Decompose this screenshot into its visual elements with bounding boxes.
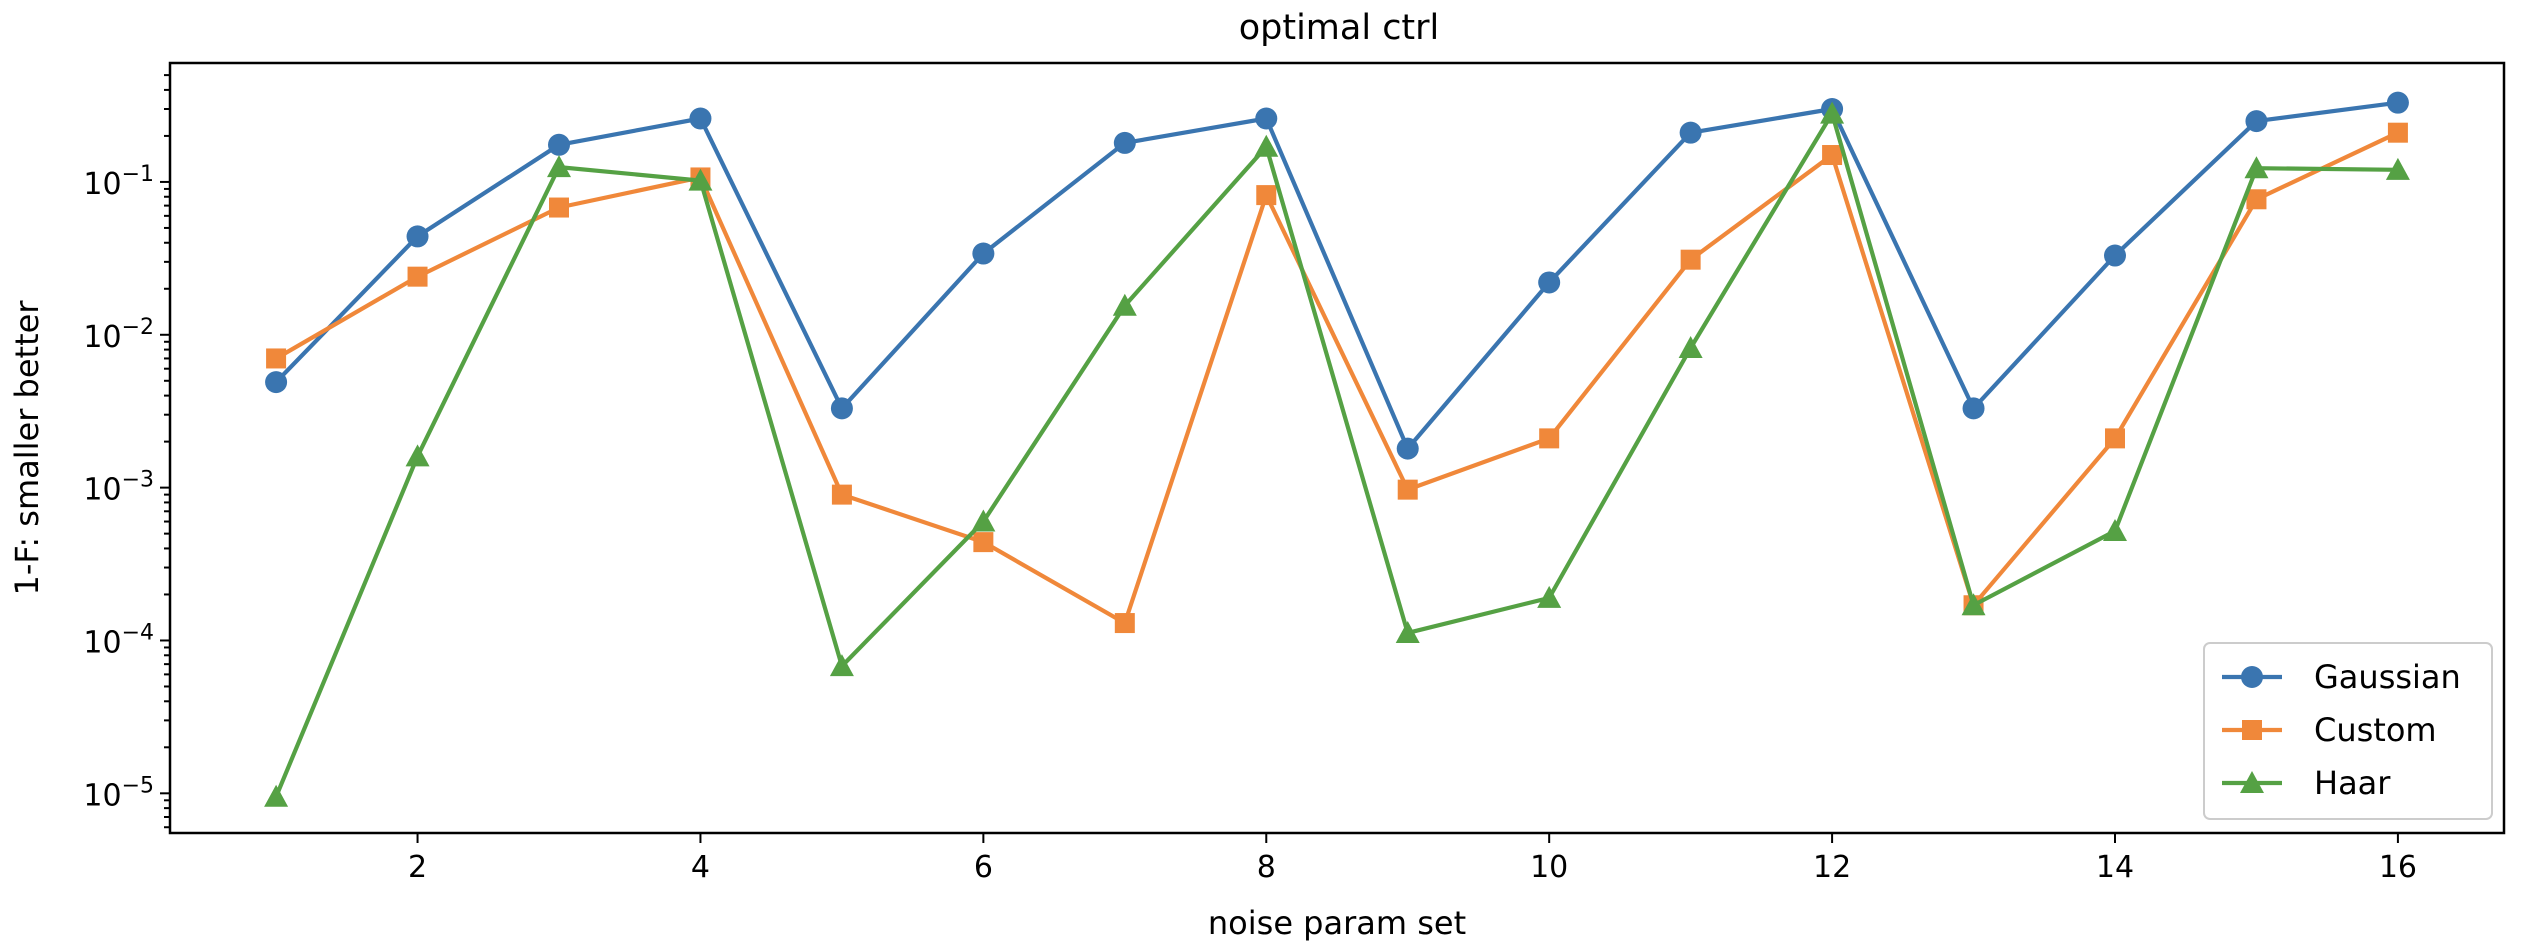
data-point-gaussian-13 — [1962, 397, 1985, 420]
data-point-gaussian-15 — [2245, 110, 2268, 133]
legend-marker — [2240, 771, 2264, 793]
legend-label: Custom — [2314, 711, 2437, 749]
x-axis-ticks: 2 4 6 8 10 12 14 16 — [408, 833, 2417, 885]
y-tick-label: 10−1 — [83, 162, 154, 202]
legend-item-haar: Haar — [2222, 764, 2391, 802]
data-point-haar-15 — [2244, 156, 2269, 179]
data-point-custom-3 — [549, 197, 569, 218]
data-point-haar-16 — [2385, 157, 2410, 180]
data-point-custom-11 — [1680, 249, 1701, 270]
legend-label: Gaussian — [2314, 658, 2461, 696]
y-axis-label: 1-F: smaller better — [8, 300, 46, 596]
data-point-custom-16 — [2387, 122, 2408, 143]
data-point-custom-15 — [2246, 189, 2267, 210]
data-point-custom-12 — [1822, 145, 1843, 166]
data-point-gaussian-6 — [972, 242, 995, 265]
data-point-custom-7 — [1114, 613, 1135, 634]
data-point-custom-2 — [407, 266, 428, 287]
legend-item-custom: Custom — [2222, 711, 2437, 749]
data-point-haar-10 — [1537, 585, 1562, 608]
data-point-gaussian-3 — [548, 133, 570, 156]
x-tick-label: 16 — [2379, 850, 2417, 885]
plot-area — [264, 91, 2410, 807]
x-tick-label: 10 — [1530, 850, 1568, 885]
data-point-custom-5 — [831, 484, 852, 505]
data-point-custom-9 — [1397, 479, 1418, 500]
data-point-custom-1 — [266, 348, 287, 369]
data-point-gaussian-2 — [406, 225, 429, 248]
x-tick-label: 12 — [1813, 850, 1851, 885]
data-point-gaussian-1 — [265, 371, 288, 394]
data-point-gaussian-8 — [1255, 107, 1278, 130]
data-point-haar-12 — [1820, 101, 1845, 124]
series-custom — [266, 122, 2408, 634]
data-point-custom-8 — [1256, 185, 1277, 206]
data-point-gaussian-7 — [1113, 131, 1136, 154]
data-point-gaussian-5 — [830, 397, 853, 420]
series-haar — [264, 101, 2410, 807]
data-point-haar-5 — [829, 654, 854, 677]
data-point-gaussian-4 — [689, 107, 712, 130]
data-point-custom-10 — [1539, 428, 1560, 449]
y-tick-label: 10−2 — [83, 315, 154, 355]
data-point-custom-14 — [2105, 428, 2125, 449]
legend-marker — [2242, 720, 2262, 740]
y-tick-label: 10−5 — [83, 773, 154, 813]
x-tick-label: 4 — [691, 850, 710, 885]
x-tick-label: 6 — [974, 850, 993, 885]
series-line-haar — [274, 111, 2400, 799]
data-point-gaussian-10 — [1538, 271, 1561, 294]
legend: Gaussian Custom Haar — [2203, 642, 2493, 820]
x-axis-label: noise param set — [1208, 904, 1466, 942]
plot-frame — [168, 61, 2506, 835]
data-point-haar-6 — [971, 509, 996, 532]
data-point-haar-2 — [405, 444, 430, 467]
legend-item-gaussian: Gaussian — [2222, 658, 2461, 696]
data-point-haar-13 — [1961, 593, 1986, 616]
data-point-custom-6 — [973, 532, 994, 553]
data-point-haar-14 — [2103, 519, 2127, 542]
series-gaussian — [265, 91, 2409, 460]
y-tick-label: 10−3 — [83, 468, 154, 508]
legend-box — [2203, 642, 2493, 820]
legend-marker — [2241, 666, 2263, 688]
data-point-haar-4 — [688, 168, 713, 191]
data-point-gaussian-11 — [1679, 121, 1702, 144]
x-tick-label: 8 — [1257, 850, 1276, 885]
data-point-haar-3 — [547, 155, 571, 178]
chart-title: optimal ctrl — [1239, 8, 1440, 48]
y-tick-label: 10−4 — [83, 620, 154, 660]
series-line-custom — [274, 130, 2400, 626]
data-point-haar-7 — [1112, 293, 1137, 316]
x-tick-label: 14 — [2096, 850, 2134, 885]
data-point-haar-9 — [1395, 620, 1420, 643]
series-line-gaussian — [274, 100, 2400, 451]
data-point-gaussian-14 — [2104, 244, 2126, 267]
data-point-haar-1 — [264, 784, 289, 807]
x-tick-label: 2 — [408, 850, 427, 885]
data-point-haar-11 — [1678, 335, 1703, 358]
data-point-gaussian-16 — [2386, 91, 2409, 114]
data-point-haar-8 — [1254, 134, 1279, 157]
y-axis-ticks: 10−5 10−4 10−3 10−2 10−1 — [83, 74, 170, 829]
legend-label: Haar — [2314, 764, 2391, 802]
data-point-gaussian-9 — [1396, 437, 1419, 460]
